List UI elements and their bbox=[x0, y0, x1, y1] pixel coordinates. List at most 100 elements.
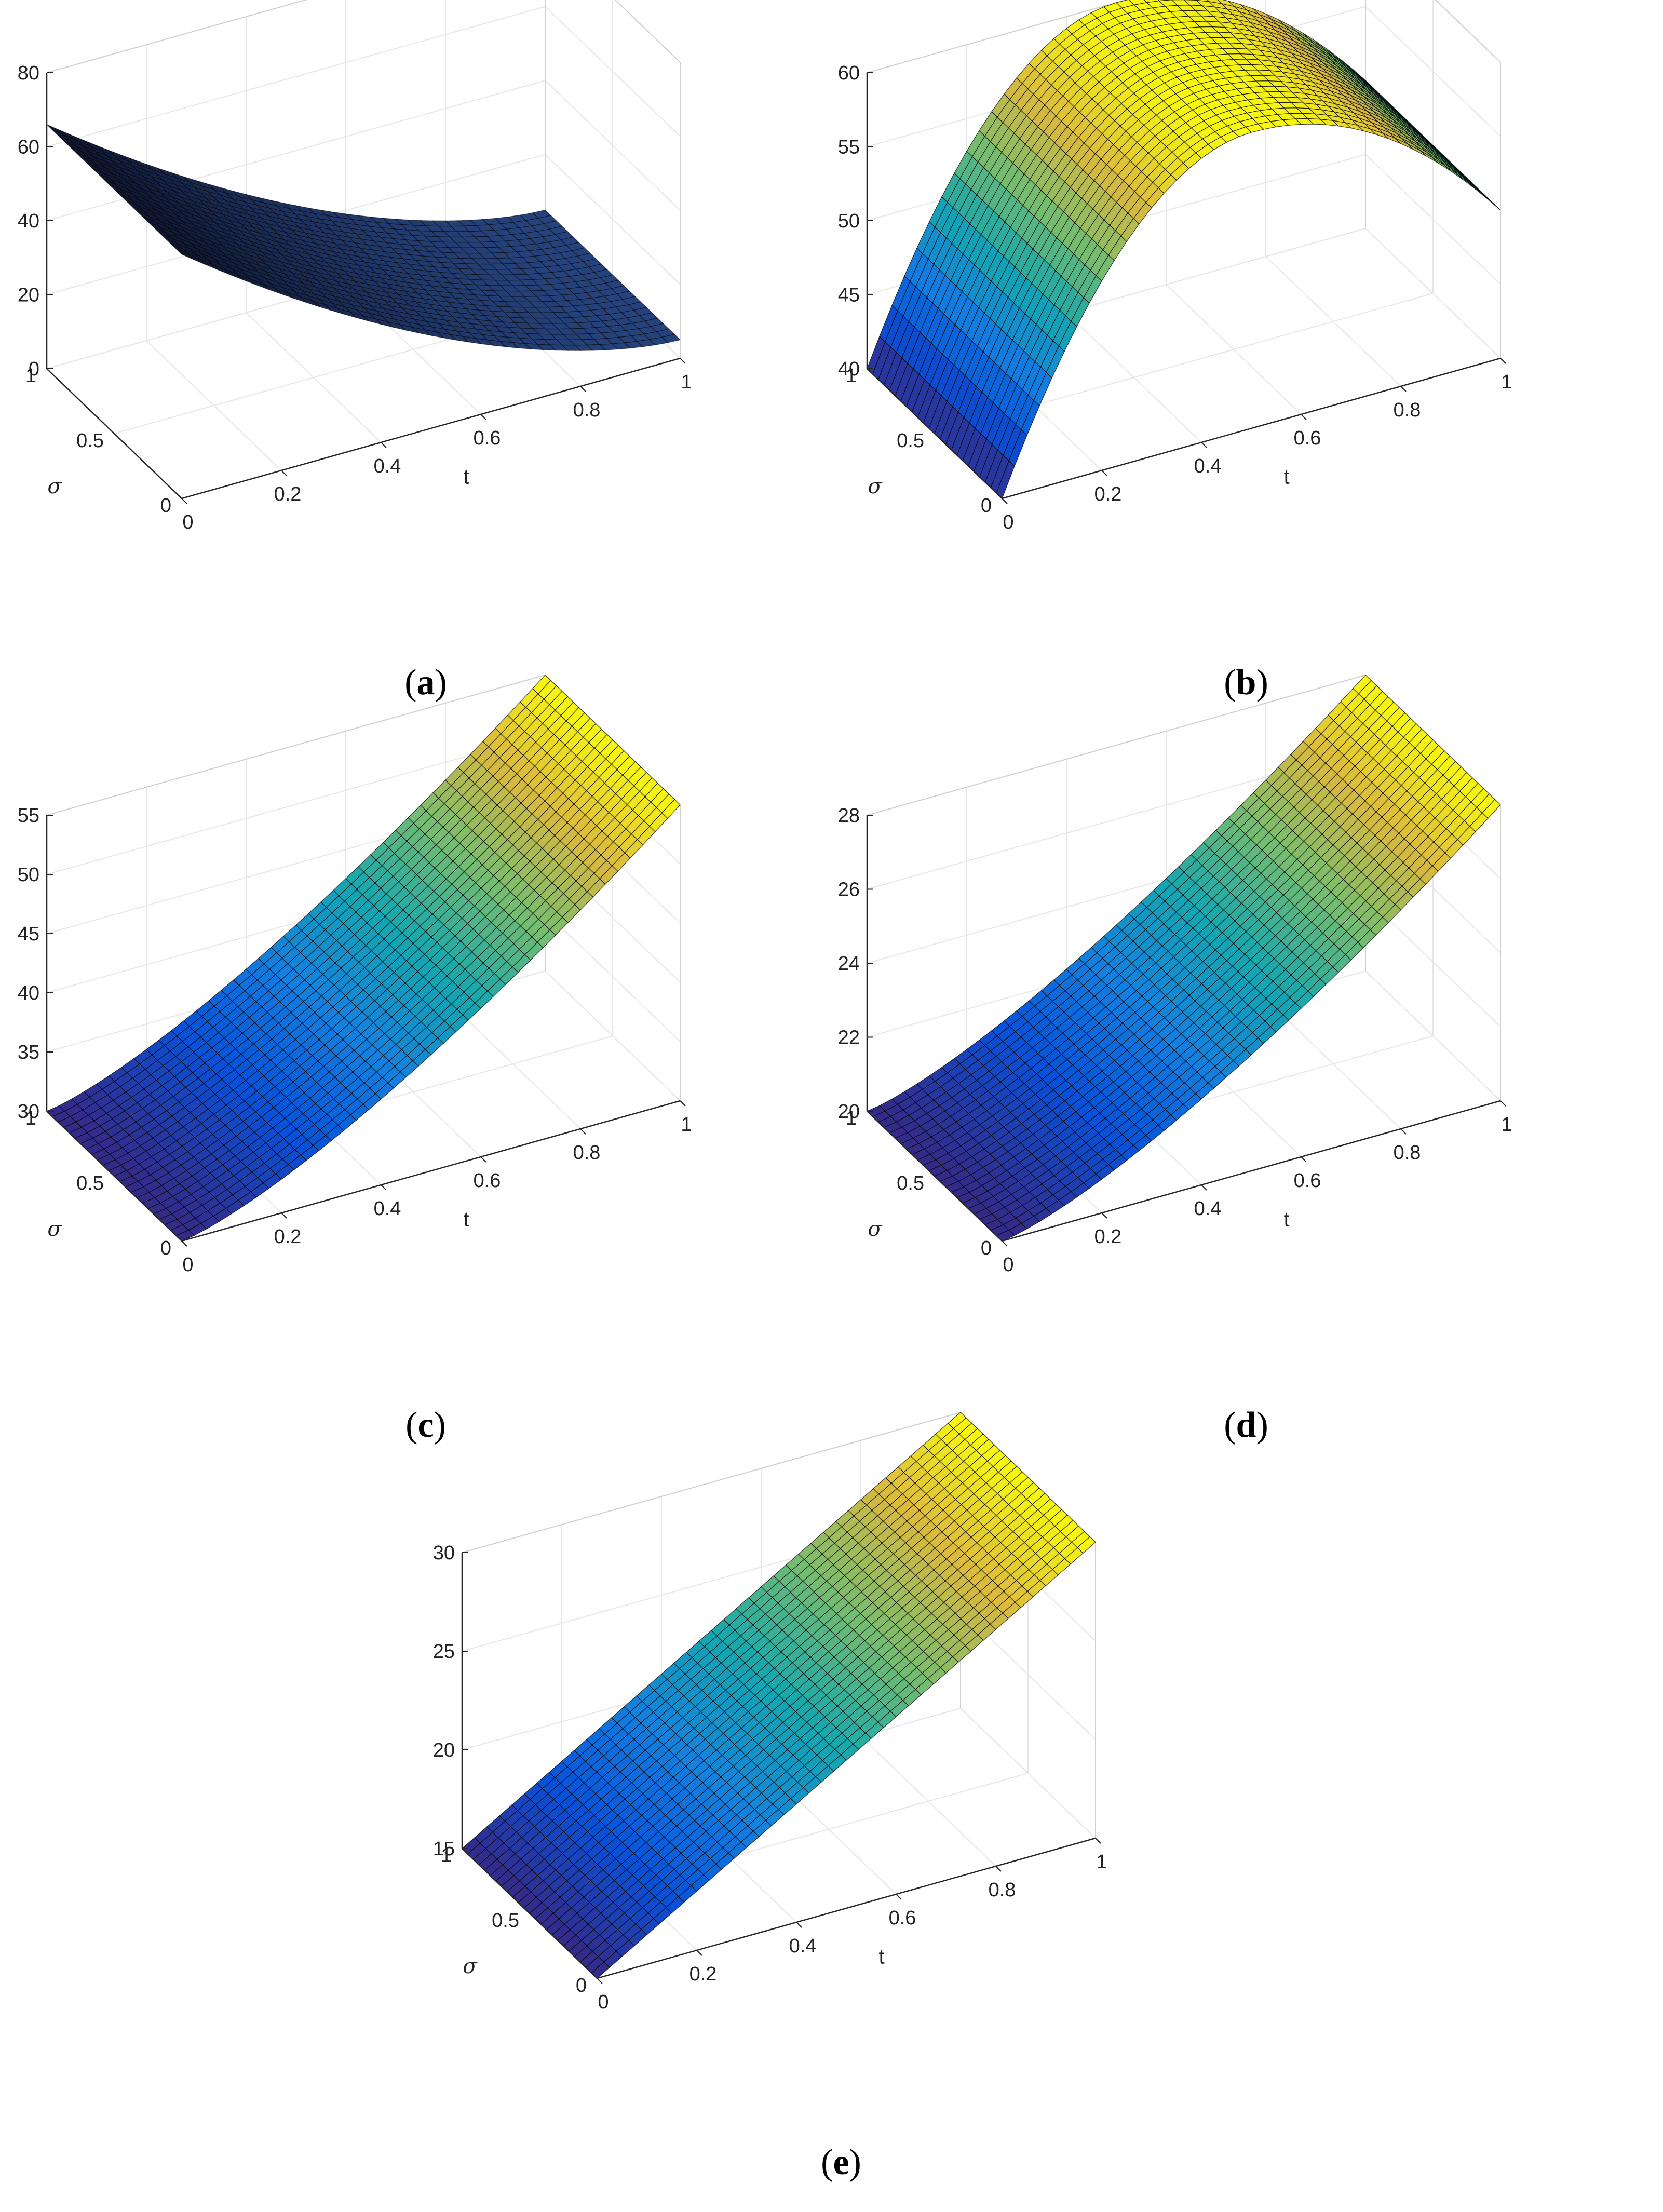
z-tick-label: 26 bbox=[838, 879, 860, 901]
t-tick-label: 0.8 bbox=[1394, 1142, 1421, 1164]
z-tick-label: 60 bbox=[18, 137, 39, 158]
t-tick-label: 0.4 bbox=[1194, 1198, 1222, 1220]
t-tick-mark bbox=[1500, 1100, 1506, 1107]
front-axes: 00.20.40.60.8100.514045505560tσIc(t)Bern… bbox=[838, 62, 1512, 533]
front-axes: 00.20.40.60.8100.51020406080tσSS(t)Berno… bbox=[18, 62, 692, 533]
panel-caption-c: (c) bbox=[405, 1405, 446, 1445]
surface-patch bbox=[1482, 799, 1501, 819]
t-tick-mark bbox=[680, 358, 686, 364]
surface-mesh bbox=[46, 675, 681, 1242]
t-tick-label: 0.8 bbox=[1394, 399, 1421, 421]
z-tick-label: 20 bbox=[838, 1101, 860, 1123]
panel-caption-d: (d) bbox=[1224, 1405, 1268, 1445]
t-tick-mark bbox=[381, 442, 387, 448]
t-axis-line bbox=[181, 357, 681, 500]
surface-plot-d: 00.20.40.60.8100.512022242628tσRs(t)Bern… bbox=[838, 674, 1512, 1276]
box-top-edge bbox=[46, 0, 681, 73]
panel-caption-b: (b) bbox=[1224, 663, 1268, 703]
z-tick-label: 40 bbox=[18, 210, 39, 232]
t-tick-mark bbox=[680, 1100, 686, 1107]
z-tick-label: 45 bbox=[838, 285, 860, 306]
z-tick-label: 0 bbox=[29, 358, 39, 380]
sigma-axis-label: σ bbox=[868, 1217, 883, 1241]
t-tick-mark bbox=[1201, 442, 1207, 448]
front-axes: 00.20.40.60.8100.512022242628tσRs(t)Bern… bbox=[838, 805, 1512, 1276]
surface-patch bbox=[46, 124, 65, 136]
sigma-tick-label: 0 bbox=[160, 1237, 171, 1259]
z-tick-label: 45 bbox=[18, 923, 39, 945]
t-tick-mark bbox=[1002, 498, 1008, 504]
t-tick-label: 0 bbox=[182, 511, 193, 533]
sigma-tick-label: 0 bbox=[981, 495, 992, 517]
surface-plot-b: 00.20.40.60.8100.514045505560tσIc(t)Bern… bbox=[838, 0, 1512, 533]
t-tick-label: 0 bbox=[1003, 511, 1013, 533]
z-tick-label: 22 bbox=[838, 1027, 860, 1049]
z-tick-label: 20 bbox=[18, 285, 39, 306]
t-tick-mark bbox=[480, 1156, 486, 1163]
t-tick-mark bbox=[1201, 1184, 1207, 1191]
t-tick-mark bbox=[181, 498, 187, 504]
sigma-tick-label: 1 bbox=[846, 1108, 857, 1129]
surface-mesh bbox=[46, 124, 681, 351]
t-tick-label: 0.2 bbox=[1094, 483, 1122, 505]
t-axis-line bbox=[181, 1100, 681, 1242]
front-axes: 00.20.40.60.8100.51303540455055tσUs(t)Be… bbox=[18, 805, 692, 1276]
surface-mesh bbox=[866, 675, 1501, 1242]
t-tick-label: 0.6 bbox=[474, 1170, 501, 1192]
surface-patch bbox=[661, 799, 681, 819]
t-tick-label: 0.8 bbox=[573, 399, 601, 421]
z-tick-label: 60 bbox=[838, 62, 860, 84]
t-tick-mark bbox=[1301, 1156, 1307, 1163]
sigma-tick-label: 0 bbox=[981, 1237, 992, 1259]
gridline-t bbox=[345, 0, 481, 415]
t-tick-label: 0.8 bbox=[573, 1142, 601, 1164]
z-tick-label: 55 bbox=[838, 137, 860, 158]
t-tick-label: 0.4 bbox=[1194, 455, 1222, 477]
surface-panel-c: 00.20.40.60.8100.51303540455055tσUs(t)Be… bbox=[18, 674, 820, 1459]
t-tick-label: 0.2 bbox=[1094, 1226, 1122, 1248]
z-tick-label: 80 bbox=[18, 62, 39, 84]
z-tick-label: 50 bbox=[18, 864, 39, 886]
surface-plot-a: 00.20.40.60.8100.51020406080tσSS(t)Berno… bbox=[18, 0, 692, 533]
sigma-axis-label: σ bbox=[47, 475, 62, 498]
sigma-tick-label: 1 bbox=[846, 365, 857, 387]
z-tick-label: 40 bbox=[18, 982, 39, 1004]
t-tick-label: 0.4 bbox=[374, 455, 401, 477]
t-tick-mark bbox=[1101, 1212, 1107, 1219]
z-tick-label: 30 bbox=[18, 1101, 39, 1123]
sigma-tick-label: 0.5 bbox=[76, 1172, 104, 1194]
sigma-tick-label: 1 bbox=[25, 365, 36, 387]
t-tick-label: 1 bbox=[1501, 371, 1512, 393]
surface-mesh bbox=[867, 0, 1501, 500]
t-tick-label: 1 bbox=[1501, 1114, 1512, 1136]
t-axis-label: t bbox=[1283, 1208, 1289, 1231]
surface-panel-b: 00.20.40.60.8100.514045505560tσIc(t)Bern… bbox=[838, 0, 1641, 717]
sigma-axis-line bbox=[867, 368, 1003, 499]
t-axis-label: t bbox=[463, 1208, 469, 1231]
box-top-edge bbox=[867, 0, 1501, 73]
t-tick-label: 0 bbox=[182, 1254, 193, 1276]
z-tick-label: 55 bbox=[18, 805, 39, 827]
t-tick-mark bbox=[1301, 414, 1307, 420]
sigma-axis-label: σ bbox=[47, 1217, 62, 1241]
surface-mesh bbox=[462, 1412, 1096, 1979]
surface-panel-a: 00.20.40.60.8100.51020406080tσSS(t)Berno… bbox=[18, 0, 820, 717]
t-tick-mark bbox=[281, 1212, 287, 1219]
t-tick-label: 0.2 bbox=[274, 483, 302, 505]
t-tick-mark bbox=[181, 1240, 187, 1247]
z-tick-label: 28 bbox=[838, 805, 860, 827]
t-tick-label: 0.4 bbox=[374, 1198, 401, 1220]
gridline-z bbox=[46, 6, 681, 147]
sigma-axis-label: σ bbox=[868, 475, 883, 498]
t-tick-label: 1 bbox=[681, 371, 692, 393]
z-tick-label: 50 bbox=[838, 210, 860, 232]
t-tick-label: 0.6 bbox=[1294, 427, 1321, 449]
t-tick-label: 0.6 bbox=[1294, 1170, 1321, 1192]
t-tick-mark bbox=[1101, 470, 1107, 476]
sigma-tick-label: 0.5 bbox=[76, 430, 104, 452]
t-tick-mark bbox=[580, 386, 586, 392]
t-axis-line bbox=[1002, 357, 1501, 500]
surface-patch bbox=[661, 334, 681, 343]
z-tick-label: 35 bbox=[18, 1042, 39, 1063]
t-axis-label: t bbox=[1283, 466, 1289, 489]
